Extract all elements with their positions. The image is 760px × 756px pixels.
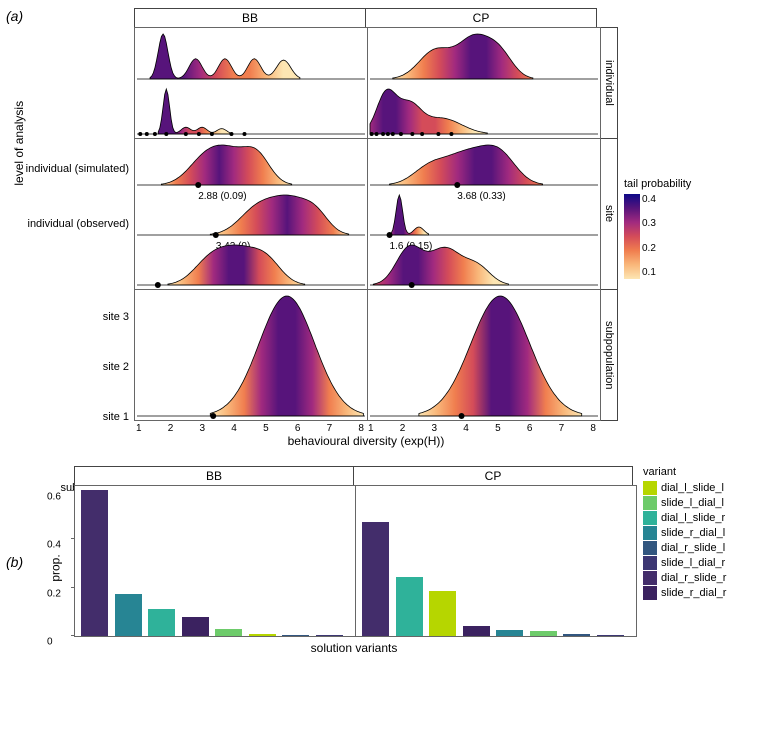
legend-label: dial_r_slide_l (661, 542, 725, 554)
colorbar-gradient (624, 194, 640, 279)
row-label: site 2 (103, 361, 129, 373)
bar (496, 630, 523, 636)
y-axis-label-b: prop. (49, 554, 63, 581)
x-tick: 6 (527, 423, 533, 434)
legend-title-b: variant (643, 466, 726, 478)
legend-label: dial_r_slide_r (661, 572, 726, 584)
density-facet: 3.68 (0.33)1.6 (0.15)2.28 (0.07) (368, 139, 600, 289)
row-label: individual (simulated) (26, 163, 129, 175)
bar (249, 634, 276, 636)
x-tick: 1 (136, 423, 142, 434)
bar (316, 635, 343, 636)
side-header: subpopulation (601, 290, 618, 421)
legend-title-a: tail probability (624, 178, 691, 190)
legend-swatch (643, 496, 657, 510)
bar (215, 629, 242, 636)
y-tick: 0.4 (47, 540, 61, 551)
density-facet (135, 28, 367, 138)
legend-label: slide_l_dial_l (661, 497, 724, 509)
panel-a-label: (a) (6, 8, 23, 24)
density-facet (368, 28, 600, 138)
bar (597, 635, 624, 636)
x-tick: 5 (263, 423, 269, 434)
legend-swatch (643, 556, 657, 570)
density-facet: 3.34 (0) (135, 290, 367, 420)
x-tick: 2 (400, 423, 406, 434)
side-header: individual (601, 27, 618, 139)
legend-item: slide_l_dial_l (643, 496, 726, 510)
bar (429, 591, 456, 636)
col-header-cp: CP (366, 8, 597, 27)
panel-b-label: (b) (6, 554, 23, 570)
x-ticks-cp: 1 2 3 4 5 6 7 8 (366, 421, 598, 434)
barplot-CP (356, 485, 637, 637)
legend-item: dial_r_slide_l (643, 541, 726, 555)
x-tick: 8 (358, 423, 364, 434)
bar (563, 634, 590, 636)
x-tick: 7 (559, 423, 565, 434)
legend-label: slide_l_dial_r (661, 557, 725, 569)
col-header-cp-b: CP (354, 466, 633, 485)
y-tick: 0.2 (47, 588, 61, 599)
row-label: site 3 (103, 311, 129, 323)
legend-b: variant dial_l_slide_l slide_l_dial_ldial… (643, 466, 726, 655)
legend-swatch (643, 571, 657, 585)
figure: (a) level of analysis BB CP individual (… (4, 8, 760, 655)
legend-item: dial_l_slide_r (643, 511, 726, 525)
legend-swatch (643, 511, 657, 525)
bar (362, 522, 389, 636)
x-ticks-bb: 1 2 3 4 5 6 7 8 (134, 421, 366, 434)
x-tick: 8 (590, 423, 596, 434)
point-annotation: 2.88 (0.09) (198, 191, 246, 202)
bar (81, 490, 108, 636)
legend-label: slide_r_dial_r (661, 587, 726, 599)
legend-item: dial_l_slide_l (643, 481, 726, 495)
point-annotation: 3.68 (0.33) (457, 191, 505, 202)
col-header-bb-b: BB (74, 466, 354, 485)
side-header: site (601, 139, 618, 290)
legend-item: dial_r_slide_r (643, 571, 726, 585)
legend-label: dial_l_slide_l (661, 482, 724, 494)
x-axis-label-a: behavioural diversity (exp(H)) (134, 434, 598, 448)
row-label: site 1 (103, 411, 129, 423)
x-axis-label-b: solution variants (74, 641, 634, 655)
legend-swatch (643, 526, 657, 540)
legend-swatch (643, 586, 657, 600)
legend-swatch (643, 541, 657, 555)
bar (463, 626, 490, 636)
colorbar-legend: tail probability 0.10.20.30.4 (624, 178, 691, 279)
barplot-BB: 00.20.40.6 (74, 485, 356, 637)
x-tick: 3 (200, 423, 206, 434)
bar (148, 609, 175, 636)
panel-a: level of analysis BB CP individual (simu… (134, 8, 760, 448)
y-tick: 0 (47, 637, 53, 648)
bar (530, 631, 557, 636)
density-facet: 2.88 (0.09)3.42 (0)1.64 (0) (135, 139, 367, 289)
bar (115, 594, 142, 636)
colorbar-ticks: 0.10.20.30.4 (642, 194, 656, 279)
x-tick: 2 (168, 423, 174, 434)
bar (282, 635, 309, 636)
x-tick: 4 (231, 423, 237, 434)
bar (396, 577, 423, 636)
legend-swatch (643, 481, 657, 495)
y-tick: 0.6 (47, 491, 61, 502)
density-facet: 3.81 (0.05) (368, 290, 600, 420)
x-tick: 7 (327, 423, 333, 434)
legend-item: slide_r_dial_r (643, 586, 726, 600)
legend-label: dial_l_slide_r (661, 512, 725, 524)
bar (182, 617, 209, 636)
x-tick: 4 (463, 423, 469, 434)
legend-item: slide_l_dial_r (643, 556, 726, 570)
x-tick: 1 (368, 423, 374, 434)
legend-label: slide_r_dial_l (661, 527, 725, 539)
legend-item: slide_r_dial_l (643, 526, 726, 540)
row-label: individual (observed) (28, 218, 130, 230)
x-tick: 6 (295, 423, 301, 434)
col-header-bb: BB (134, 8, 366, 27)
panel-a-col-headers: BB CP (134, 8, 618, 27)
panel-b: prop. BB CP 00.20.40.6 solution variants… (74, 466, 760, 655)
x-tick: 5 (495, 423, 501, 434)
x-tick: 3 (432, 423, 438, 434)
